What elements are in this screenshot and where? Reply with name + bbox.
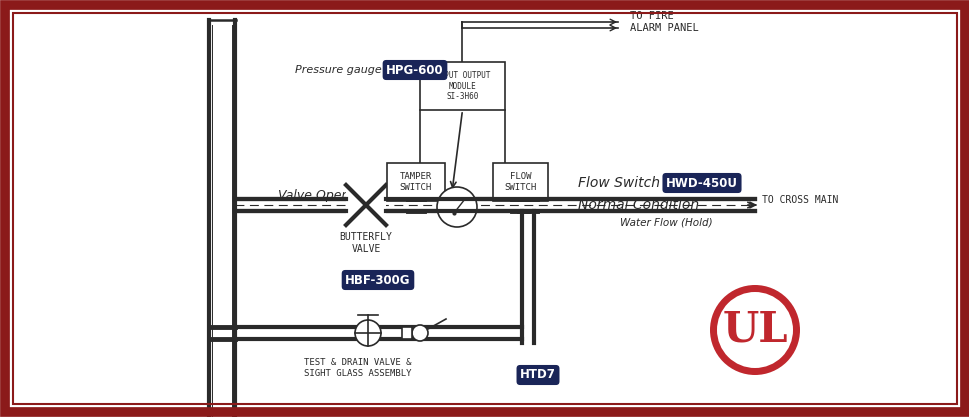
Bar — [387, 163, 445, 201]
Text: HWD-450U: HWD-450U — [666, 176, 737, 189]
Text: TEST & DRAIN VALVE &
SIGHT GLASS ASSEMBLY: TEST & DRAIN VALVE & SIGHT GLASS ASSEMBL… — [304, 358, 411, 378]
Bar — [401, 327, 412, 339]
Text: BUTTERFLY
VALVE: BUTTERFLY VALVE — [339, 232, 392, 254]
Polygon shape — [346, 185, 386, 225]
Bar — [420, 62, 505, 110]
Circle shape — [709, 285, 799, 375]
Text: Pressure gauge: Pressure gauge — [295, 65, 382, 75]
Text: UL: UL — [722, 309, 787, 351]
Text: HPG-600: HPG-600 — [386, 63, 444, 76]
Text: Flow Switch: Flow Switch — [578, 176, 664, 190]
Circle shape — [412, 325, 427, 341]
Circle shape — [437, 187, 477, 227]
Text: TO CROSS MAIN: TO CROSS MAIN — [762, 195, 837, 205]
Text: TAMPER
SWITCH: TAMPER SWITCH — [399, 172, 431, 192]
Text: FLOW
SWITCH: FLOW SWITCH — [504, 172, 536, 192]
Text: HTD7: HTD7 — [519, 369, 555, 382]
Text: Normal Condition: Normal Condition — [578, 198, 699, 212]
Text: HBF-300G: HBF-300G — [345, 274, 410, 286]
Circle shape — [716, 292, 793, 368]
Text: Valve Open: Valve Open — [278, 188, 349, 201]
Text: TO FIRE
ALARM PANEL: TO FIRE ALARM PANEL — [629, 11, 698, 33]
Text: Water Flow (Hold): Water Flow (Hold) — [619, 217, 712, 227]
Bar — [492, 163, 547, 201]
Circle shape — [355, 320, 381, 346]
Text: INPUT OUTPUT
MODULE
SI-3H60: INPUT OUTPUT MODULE SI-3H60 — [434, 71, 489, 101]
